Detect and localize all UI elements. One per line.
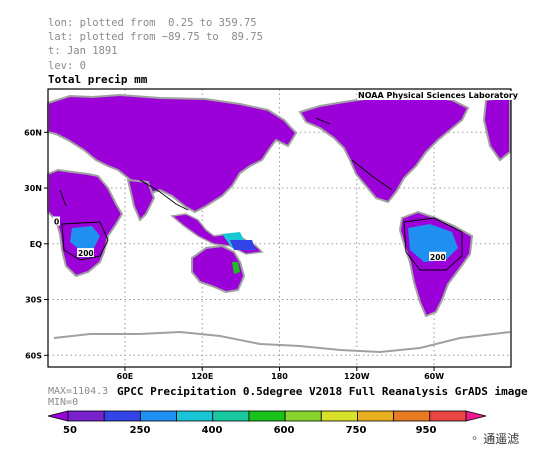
x-tick-label: 180	[271, 372, 288, 381]
contour-label-bg	[77, 248, 94, 258]
watermark: ⚬ 通遥滤	[470, 430, 519, 447]
x-tick-label: 60E	[117, 372, 134, 381]
colorbar-swatch	[103, 410, 141, 422]
colorbar-swatch	[67, 410, 105, 422]
landmass-north-america	[298, 93, 470, 204]
landmass-eurasia	[47, 93, 298, 214]
figure-caption: GPCC Precipitation 0.5degree V2018 Full …	[117, 385, 528, 398]
credit-label: NOAA Physical Sciences Laboratory	[357, 91, 520, 100]
min-label: MIN=0	[48, 397, 79, 408]
colorbar-low-triangle	[47, 410, 69, 422]
colorbar-tick-label: 600	[274, 425, 295, 436]
y-tick-label: 30S	[25, 296, 42, 305]
colorbar-swatch	[176, 410, 214, 422]
contour-lines	[59, 117, 463, 271]
colorbar-swatch	[248, 410, 286, 422]
contour-label-bg	[53, 216, 60, 226]
contour-label: 200	[430, 253, 446, 262]
chart-title: Total precip mm	[48, 73, 148, 86]
y-tick-label: EQ	[30, 240, 42, 249]
wet-region-congo	[70, 226, 100, 250]
colorbar-swatch	[284, 410, 322, 422]
colorbar-swatch	[357, 410, 395, 422]
colorbar-tick-label: 250	[130, 425, 151, 436]
landmass-australia	[191, 244, 246, 294]
colorbar-swatch	[320, 410, 358, 422]
contour-label: 0	[54, 217, 59, 226]
contour-africa	[61, 221, 109, 261]
contour-label: 200	[78, 249, 94, 258]
x-tick-label: 60W	[424, 372, 444, 381]
meta-lon: lon: plotted from 0.25 to 359.75	[48, 17, 257, 29]
wechat-icon: ⚬	[470, 432, 480, 445]
contour-label-bg	[429, 251, 447, 261]
land-masses	[47, 93, 511, 354]
y-tick-label: 60N	[24, 128, 42, 137]
colorbar-swatch	[429, 410, 467, 422]
colorbar-tick-label: 50	[63, 425, 77, 436]
meta-time: t: Jan 1891	[48, 45, 118, 58]
contour-asia	[59, 179, 189, 211]
colorbar-swatch	[393, 410, 431, 422]
colorbar-tick-label: 950	[416, 425, 437, 436]
colorbar-tick-label: 750	[346, 425, 367, 436]
wet-region-new-guinea	[230, 240, 256, 250]
y-tick-label: 60S	[25, 351, 42, 360]
landmass-antarctica-outline	[53, 330, 511, 354]
colorbar-high-triangle	[465, 410, 487, 422]
landmass-greenland	[482, 95, 511, 162]
colorbar-swatch	[139, 410, 177, 422]
x-tick-label: 120W	[344, 372, 370, 381]
max-label: MAX=1104.3	[48, 386, 109, 397]
x-tick-label: 120E	[191, 372, 213, 381]
colorbar-swatch	[212, 410, 250, 422]
landmass-india	[126, 178, 156, 222]
watermark-text: 通遥滤	[483, 432, 520, 446]
wet-region-australia-east	[232, 262, 240, 274]
meta-level: lev: 0	[48, 59, 86, 72]
colorbar-tick-label: 400	[202, 425, 223, 436]
contour-south-america	[403, 217, 463, 271]
meta-lat: lat: plotted from −89.75 to 89.75	[48, 31, 263, 44]
contour-north-america	[315, 117, 393, 191]
metadata-block: lon: plotted from 0.25 to 359.75 lat: pl…	[48, 16, 263, 73]
y-tick-label: 30N	[24, 184, 42, 193]
